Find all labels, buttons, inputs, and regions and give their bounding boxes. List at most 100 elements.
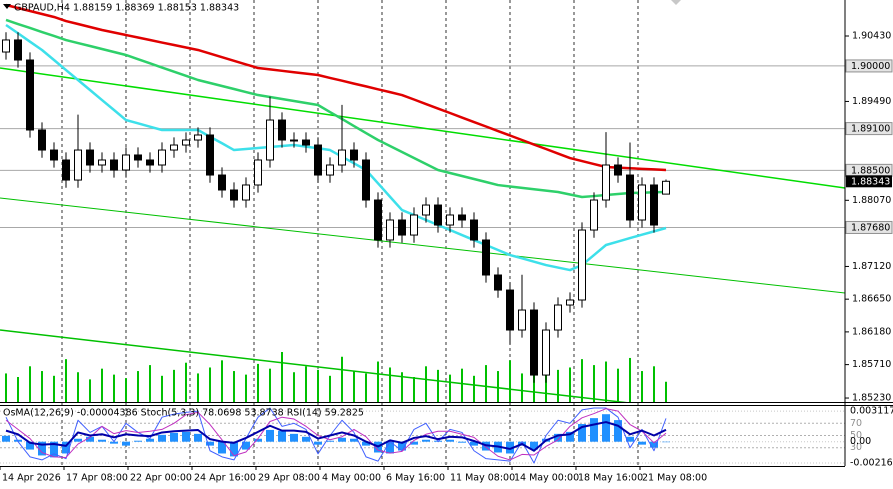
- osma-bar: [182, 431, 190, 442]
- osma-bar: [218, 441, 226, 454]
- osma-bar: [26, 441, 34, 450]
- osma-bar: [578, 424, 586, 442]
- candle-body: [74, 149, 82, 181]
- osma-bar: [302, 436, 310, 442]
- candle-body: [38, 129, 46, 151]
- candle-body: [410, 214, 418, 236]
- symbol-arrow: [3, 4, 11, 9]
- osma-bar: [338, 437, 346, 442]
- osma-bar: [2, 435, 10, 442]
- y-tick-label: 1.86180: [852, 326, 891, 337]
- shift-marker: [671, 0, 681, 5]
- candle-body: [650, 184, 658, 226]
- last-price-label: 1.88343: [851, 176, 890, 187]
- moving-average: [5, 3, 667, 172]
- osma-bar: [650, 441, 658, 448]
- level-label-box: [845, 59, 893, 73]
- candle-body: [206, 134, 214, 176]
- osma-bar: [242, 441, 250, 450]
- candle-body: [578, 229, 586, 301]
- candle-body: [122, 154, 130, 171]
- candle-body: [50, 149, 58, 161]
- osma-bar: [50, 441, 58, 458]
- level-label: 1.89100: [851, 124, 890, 135]
- candle-body: [434, 204, 442, 226]
- x-tick-label: 29 Apr 08:00: [258, 473, 320, 484]
- candle-body: [542, 329, 550, 376]
- osma-bar: [158, 434, 166, 442]
- candle-body: [530, 309, 538, 376]
- candle-body: [170, 144, 178, 151]
- trendline: [0, 329, 628, 402]
- y-tick-label: 0.0031171: [850, 406, 893, 417]
- y-tick-label: 1.85230: [852, 393, 891, 404]
- trendline: [0, 67, 845, 189]
- indicator-line: [5, 408, 667, 461]
- candle-body: [2, 39, 10, 53]
- candle-body: [614, 164, 622, 176]
- candle-body: [230, 189, 238, 201]
- y-tick-label: -0.002164: [850, 457, 893, 468]
- osma-bar: [602, 414, 610, 442]
- candle-body: [326, 164, 334, 176]
- osma-bar: [362, 441, 370, 446]
- candle-body: [554, 304, 562, 331]
- level-label-box: [845, 122, 893, 136]
- osma-bar: [590, 418, 598, 442]
- y-tick-label: 1.86650: [852, 294, 891, 305]
- candle-body: [518, 309, 526, 331]
- osma-bar: [554, 433, 562, 442]
- osma-bar: [134, 440, 142, 442]
- price-panel: [0, 3, 845, 402]
- x-tick-label: 17 Apr 08:00: [66, 473, 128, 484]
- osma-bar: [530, 441, 538, 450]
- moving-average: [5, 23, 667, 272]
- indicator-line: [5, 407, 667, 464]
- osma-bar: [146, 438, 154, 442]
- osma-bar: [350, 438, 358, 442]
- x-tick-label: 14 Apr 2026: [2, 473, 61, 484]
- candle-body: [338, 149, 346, 166]
- osma-bar: [446, 439, 454, 442]
- candle-body: [386, 219, 394, 241]
- osma-bar: [194, 433, 202, 442]
- candle-body: [14, 39, 22, 61]
- y-tick-label: 1.87120: [852, 261, 891, 272]
- candle-body: [146, 159, 154, 166]
- osma-bar: [38, 441, 46, 456]
- x-tick-label: 18 May 16:00: [578, 473, 643, 484]
- indicator-line: [5, 421, 667, 452]
- x-tick-label: 21 May 08:00: [642, 473, 707, 484]
- osma-bar: [254, 438, 262, 442]
- y-tick-label: 0.00: [850, 436, 871, 447]
- candle-body: [314, 144, 322, 176]
- osma-bar: [470, 441, 478, 446]
- level-label: 1.88500: [851, 165, 890, 176]
- osma-bar: [110, 441, 118, 444]
- osma-bar: [62, 441, 70, 454]
- osma-bar: [422, 439, 430, 442]
- last-price-box: [846, 175, 892, 188]
- candle-body: [26, 59, 34, 131]
- osma-bar: [170, 432, 178, 442]
- candle-body: [662, 180, 670, 195]
- candle-body: [242, 184, 250, 201]
- candle-body: [158, 149, 166, 166]
- candle-body: [590, 199, 598, 231]
- candle-body: [638, 184, 646, 221]
- candle-body: [98, 159, 106, 166]
- osma-bar: [314, 441, 322, 445]
- trendline: [0, 197, 845, 294]
- osma-bar: [278, 430, 286, 442]
- osma-bar: [638, 441, 646, 445]
- candle-body: [398, 219, 406, 236]
- osma-bar: [326, 440, 334, 442]
- candle-body: [446, 214, 454, 226]
- candle-body: [194, 134, 202, 141]
- osma-bar: [458, 441, 466, 443]
- osma-bar: [206, 441, 214, 446]
- osma-bar: [662, 441, 670, 443]
